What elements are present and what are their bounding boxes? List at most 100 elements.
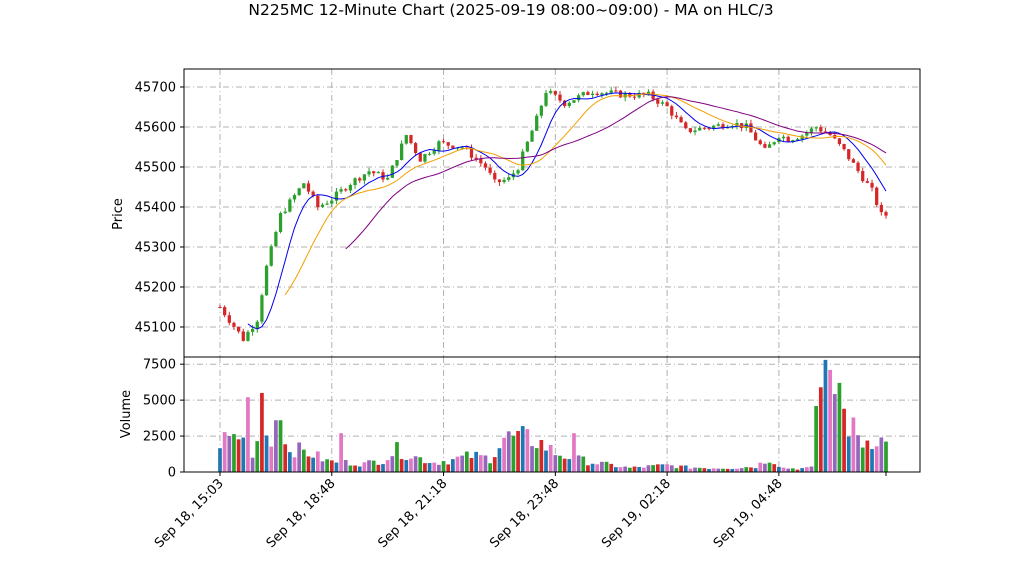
volume-bar: [460, 455, 465, 472]
volume-bar: [781, 467, 786, 472]
candle-body: [223, 307, 227, 316]
candle-body: [474, 157, 478, 160]
volume-bar: [306, 456, 311, 472]
candle-body: [311, 191, 315, 196]
candle-body: [549, 91, 553, 93]
volume-bar: [325, 459, 329, 472]
volume-bar: [558, 455, 562, 472]
volume-bar: [469, 457, 474, 472]
moving-average-line: [284, 93, 887, 295]
candle-body: [749, 123, 753, 133]
volume-bar: [269, 446, 274, 472]
candle-body: [693, 130, 697, 133]
volume-bar: [329, 460, 334, 472]
candle-body: [451, 145, 455, 149]
volume-tick-label: 0: [168, 466, 176, 481]
volume-bar: [814, 406, 819, 472]
volume-bar: [669, 465, 674, 472]
chart-title: N225MC 12-Minute Chart (2025-09-19 08:00…: [248, 1, 774, 19]
candle-body: [330, 200, 334, 204]
candle-body: [828, 132, 832, 136]
volume-bar: [478, 455, 483, 472]
candle-body: [781, 136, 786, 139]
volume-bar: [534, 448, 539, 472]
volume-bar: [492, 457, 497, 472]
x-axis: Sep 18, 15:03 Sep 18, 18:48 Sep 18, 21:18 S…: [152, 472, 887, 551]
candle-body: [502, 179, 506, 183]
candle-body: [283, 211, 287, 214]
candle-body: [483, 163, 488, 168]
volume-panel: 0 2500 5000 7500: [143, 356, 921, 481]
volume-bar: [651, 465, 655, 472]
volume-bar: [772, 464, 777, 472]
volume-bar: [632, 466, 637, 472]
volume-bar: [702, 468, 707, 472]
candle-body: [861, 171, 865, 182]
volume-bar: [530, 446, 534, 472]
candle-body: [274, 231, 278, 247]
candle-body: [297, 188, 301, 196]
candle-body: [236, 326, 241, 332]
volume-bar: [339, 433, 343, 472]
volume-bar: [287, 452, 292, 472]
volume-bar: [236, 439, 241, 472]
candle-body: [348, 185, 353, 191]
volume-bar: [711, 468, 716, 472]
volume-bar: [320, 461, 325, 472]
volume-bar: [749, 467, 753, 472]
volume-bar: [548, 444, 553, 472]
candle-body: [753, 132, 758, 141]
volume-bar: [600, 461, 604, 472]
candle-body: [600, 93, 604, 95]
volume-bar: [679, 465, 683, 472]
candle-body: [670, 106, 674, 116]
candle-body: [656, 99, 660, 104]
candle-body: [441, 141, 446, 143]
volume-bar: [399, 459, 404, 472]
candle-body: [805, 132, 809, 136]
price-tick-label: 45600: [135, 121, 176, 136]
candle-body: [814, 127, 818, 129]
volume-bar: [241, 437, 246, 472]
volume-bar: [544, 450, 548, 472]
volume-bar: [390, 456, 395, 472]
candle-body: [819, 127, 823, 132]
volume-bar: [446, 464, 451, 472]
candle-body: [595, 93, 599, 95]
volume-bar: [683, 465, 688, 472]
volume-bar: [511, 435, 516, 472]
volume-bar: [716, 468, 721, 472]
volume-bar: [218, 448, 222, 472]
volume-bar: [809, 466, 814, 472]
price-axis-label: Price: [111, 198, 126, 230]
volume-bar: [735, 468, 739, 472]
x-tick-label: Sep 19, 04:48: [711, 476, 786, 551]
candle-body: [758, 140, 762, 145]
candle-body: [767, 144, 772, 148]
candle-body: [712, 125, 716, 129]
volume-bar: [525, 429, 530, 472]
volume-bar: [660, 464, 665, 472]
candle-body: [739, 123, 744, 129]
candle-body: [269, 246, 273, 266]
volume-bar: [623, 466, 628, 472]
candle-body: [716, 124, 720, 126]
candle-body: [586, 92, 590, 95]
candle-body: [390, 165, 394, 178]
candle-body: [842, 144, 846, 150]
candle-body: [395, 160, 399, 166]
volume-bar: [842, 408, 846, 472]
volume-bar: [800, 468, 805, 472]
volume-bar: [539, 440, 544, 472]
candle-body: [218, 307, 222, 308]
price-tick-label: 45400: [135, 201, 176, 216]
volume-bar: [790, 468, 795, 472]
x-tick-label: Sep 18, 18:48: [264, 476, 339, 551]
volume-bar: [753, 468, 758, 472]
volume-bar: [604, 461, 609, 472]
candle-body: [623, 93, 627, 98]
candle-body: [423, 154, 427, 162]
candle-body: [632, 96, 637, 98]
candle-body: [521, 151, 525, 171]
candle-body: [469, 148, 474, 158]
